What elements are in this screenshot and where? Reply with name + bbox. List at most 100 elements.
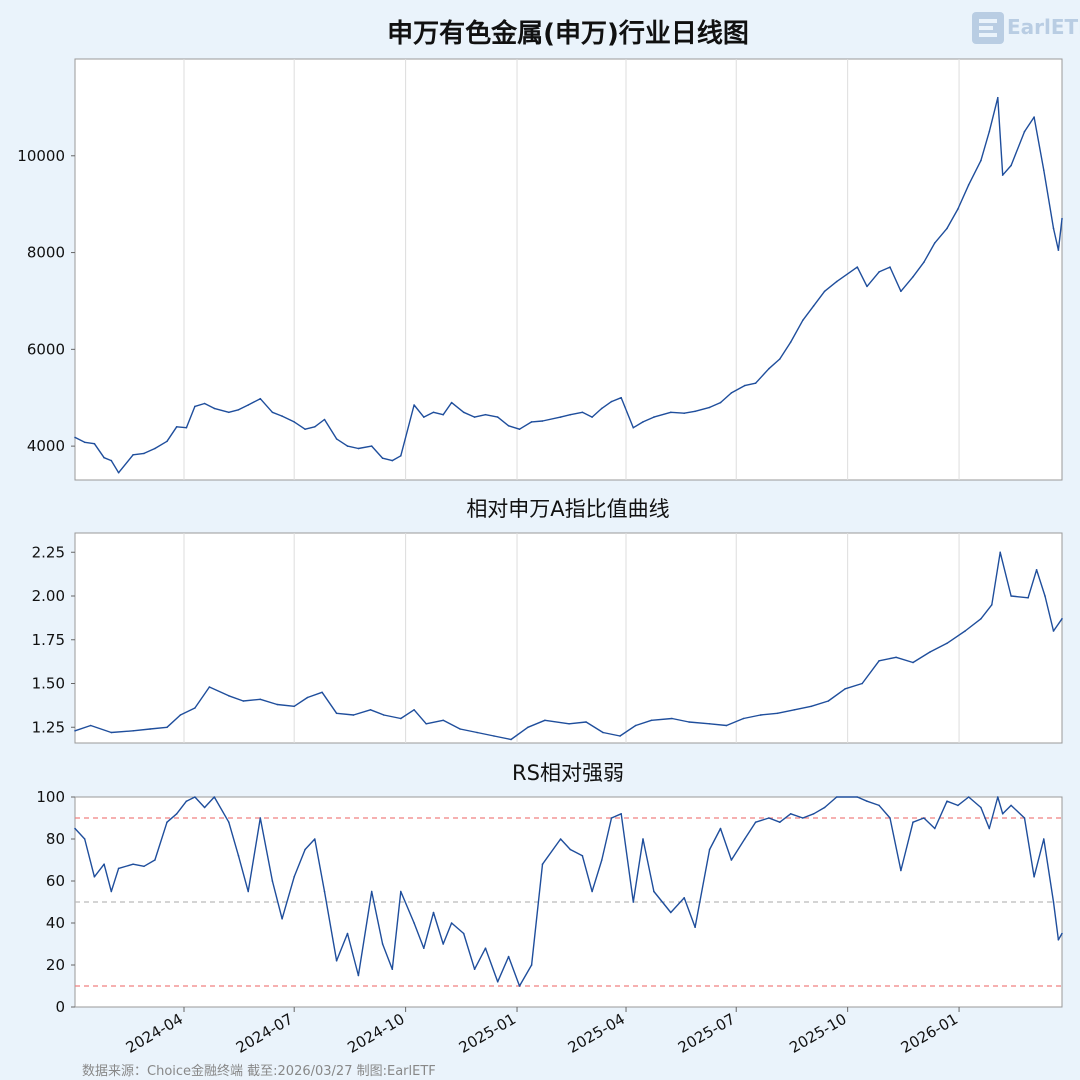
rs-data-point	[642, 838, 644, 840]
price-data-point	[271, 411, 274, 414]
price-data-point	[346, 445, 349, 447]
rs-ytick-label: 20	[46, 956, 65, 974]
rs-data-point	[866, 800, 868, 802]
rs-data-point	[335, 960, 338, 962]
price-data-point	[74, 436, 76, 439]
rs-data-point	[381, 943, 384, 945]
ratio-ytick-label: 1.75	[32, 631, 65, 649]
price-plot-area	[74, 58, 1063, 481]
price-data-point	[923, 261, 925, 264]
price-data-point	[683, 412, 685, 415]
price-data-point	[967, 184, 970, 186]
main-title: 申万有色金属(申万)行业日线图	[387, 18, 749, 49]
rs-data-point	[957, 804, 959, 807]
ratio-data-point	[369, 709, 372, 711]
rs-ytick-label: 60	[46, 872, 65, 890]
rs-data-point	[1033, 876, 1035, 878]
price-data-point	[912, 276, 914, 278]
price-data-point	[779, 358, 781, 360]
rs-data-point	[228, 821, 230, 823]
ratio-data-point	[293, 705, 296, 708]
ratio-ytick-label: 2.00	[32, 587, 65, 605]
ratio-data-point	[510, 738, 512, 741]
price-data-point	[1057, 249, 1060, 251]
rs-data-point	[730, 859, 733, 861]
price-data-point	[620, 396, 622, 399]
price-data-point	[103, 456, 105, 459]
rs-data-point	[83, 838, 86, 840]
rs-ytick-label: 80	[46, 830, 65, 848]
rs-data-point	[581, 855, 584, 857]
rs-data-point	[812, 813, 815, 815]
ratio-data-point	[413, 709, 415, 711]
price-data-point	[730, 392, 733, 394]
rs-data-point	[74, 827, 76, 830]
price-data-point	[400, 455, 402, 457]
ratio-data-point	[991, 604, 993, 606]
price-data-point	[601, 407, 603, 410]
ratio-data-point	[895, 656, 897, 659]
ratio-ytick-label: 2.25	[32, 543, 65, 561]
rs-data-point	[423, 947, 425, 949]
ratio-data-point	[166, 726, 168, 729]
rs-data-point	[1023, 817, 1026, 819]
ratio-data-point	[568, 723, 570, 725]
ratio-data-point	[929, 651, 931, 653]
ratio-data-point	[149, 728, 151, 730]
xtick-label: 2025-01	[456, 1010, 519, 1057]
rs-data-point	[823, 806, 826, 809]
ratio-data-point	[776, 712, 779, 715]
price-data-point	[1001, 174, 1004, 176]
ratio-data-point	[74, 730, 76, 732]
rs-data-point	[754, 821, 757, 823]
ratio-data-point	[585, 721, 587, 723]
rs-data-point	[175, 813, 178, 815]
ratio-data-point	[602, 731, 604, 734]
rs-chart-title: RS相对强弱	[512, 761, 624, 785]
xtick-label: 2026-01	[898, 1010, 961, 1057]
ratio-data-point	[827, 700, 830, 702]
rs-data-point	[237, 855, 240, 857]
rs-data-point	[507, 955, 510, 958]
rs-ytick-label: 100	[36, 788, 65, 806]
rs-data-point	[591, 890, 593, 893]
price-data-point	[1010, 164, 1012, 167]
rs-data-point	[442, 943, 445, 945]
rs-data-point	[967, 796, 970, 798]
rs-data-point	[400, 890, 402, 893]
source-note: 数据来源：Choice金融终端 截至:2026/03/27 制图:EarlETF	[82, 1063, 436, 1079]
ratio-data-point	[194, 707, 196, 709]
xtick-label: 2025-10	[786, 1010, 849, 1057]
rs-data-point	[110, 890, 113, 893]
ratio-data-point	[89, 724, 92, 727]
price-data-point	[632, 426, 635, 429]
ratio-data-point	[964, 630, 966, 632]
rs-data-point	[1052, 901, 1055, 903]
rs-chart-panel: 0 20 40 60 80 100	[36, 788, 1063, 1016]
ratio-data-point	[228, 695, 230, 697]
price-data-point	[802, 319, 804, 322]
ratio-data-point	[980, 618, 982, 620]
price-data-point	[1052, 227, 1055, 230]
ratio-data-point	[352, 714, 355, 716]
price-data-point	[866, 285, 868, 288]
ratio-data-point	[400, 717, 402, 720]
ratio-data-point	[476, 731, 478, 734]
ratio-chart-panel: 1.25 1.50 1.75 2.00 2.25	[32, 532, 1063, 744]
rs-data-point	[789, 813, 792, 815]
price-data-point	[462, 411, 465, 414]
ratio-data-point	[1044, 595, 1046, 597]
xtick-label: 2025-07	[675, 1010, 738, 1057]
rs-data-point	[370, 890, 373, 893]
rs-data-point	[247, 890, 249, 893]
rs-data-point	[670, 911, 672, 914]
price-data-point	[259, 397, 262, 400]
rs-data-point	[541, 863, 544, 865]
rs-data-point	[93, 876, 96, 878]
price-data-point	[653, 416, 655, 418]
xtick-label: 2024-04	[123, 1010, 186, 1057]
rs-data-point	[980, 806, 982, 809]
ratio-plot-area	[74, 532, 1063, 744]
price-data-point	[856, 266, 859, 268]
